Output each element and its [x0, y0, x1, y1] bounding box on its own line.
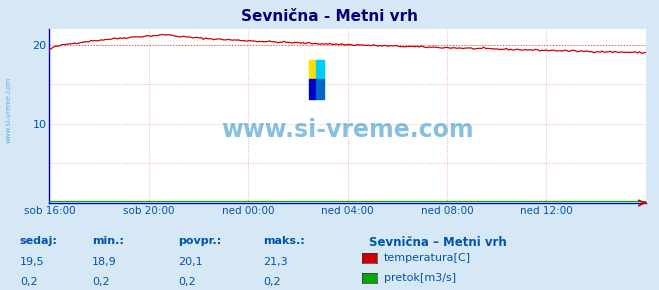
- Text: 20,1: 20,1: [178, 257, 202, 267]
- Bar: [309, 79, 316, 99]
- Text: sedaj:: sedaj:: [20, 236, 57, 246]
- Text: 0,2: 0,2: [20, 277, 38, 287]
- Text: 18,9: 18,9: [92, 257, 117, 267]
- Text: Sevnična – Metni vrh: Sevnična – Metni vrh: [369, 236, 507, 249]
- Text: pretok[m3/s]: pretok[m3/s]: [384, 273, 455, 283]
- Text: 19,5: 19,5: [20, 257, 44, 267]
- Bar: [316, 79, 324, 99]
- Text: Sevnična - Metni vrh: Sevnična - Metni vrh: [241, 9, 418, 24]
- Text: 21,3: 21,3: [264, 257, 288, 267]
- Text: temperatura[C]: temperatura[C]: [384, 253, 471, 263]
- Text: maks.:: maks.:: [264, 236, 305, 246]
- Text: www.si-vreme.com: www.si-vreme.com: [5, 77, 11, 143]
- Bar: [309, 60, 316, 79]
- Text: povpr.:: povpr.:: [178, 236, 221, 246]
- Text: min.:: min.:: [92, 236, 124, 246]
- Text: www.si-vreme.com: www.si-vreme.com: [221, 118, 474, 142]
- Text: 0,2: 0,2: [264, 277, 281, 287]
- Bar: [316, 60, 324, 79]
- Text: 0,2: 0,2: [178, 277, 196, 287]
- Text: 0,2: 0,2: [92, 277, 110, 287]
